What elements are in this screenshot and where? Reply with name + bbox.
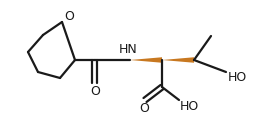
- Polygon shape: [130, 57, 162, 63]
- Text: HO: HO: [179, 101, 199, 114]
- Text: HN: HN: [119, 43, 137, 55]
- Polygon shape: [162, 57, 194, 63]
- Text: O: O: [90, 85, 100, 97]
- Text: HO: HO: [227, 71, 247, 83]
- Text: O: O: [64, 10, 74, 23]
- Text: O: O: [139, 102, 149, 115]
